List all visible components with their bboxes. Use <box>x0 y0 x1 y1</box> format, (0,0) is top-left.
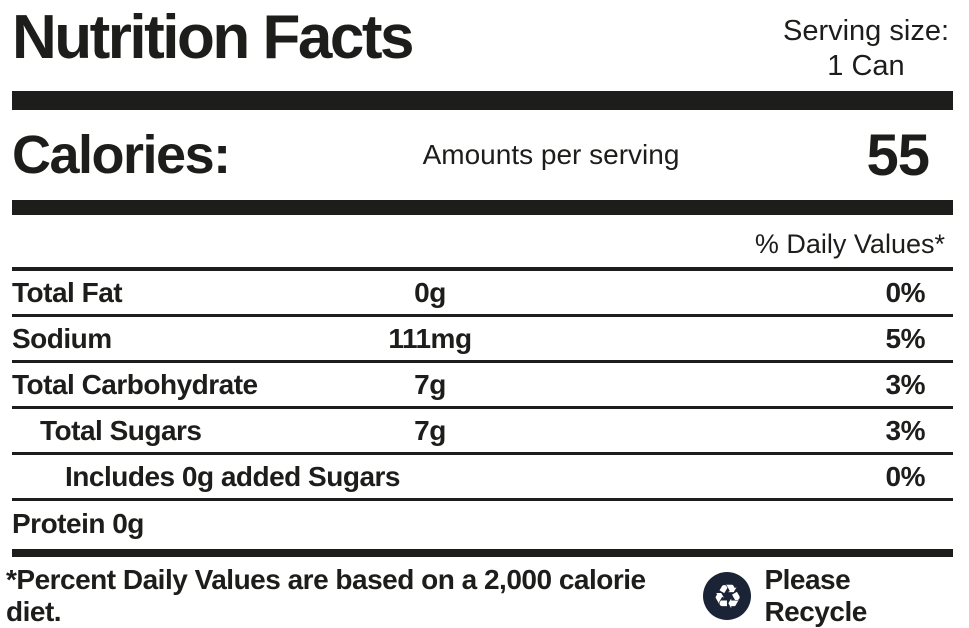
footnote-row: *Percent Daily Values are based on a 2,0… <box>6 557 953 628</box>
nutrient-daily-value: 3% <box>885 414 926 446</box>
table-row: Total Sugars 7g 3% <box>12 409 953 455</box>
nutrient-daily-value: 3% <box>885 368 926 400</box>
nutrient-daily-value: 0% <box>885 460 926 492</box>
nutrient-amount: 7g <box>414 414 446 446</box>
nutrient-name: Protein 0g <box>12 508 144 539</box>
calories-value: 55 <box>866 122 930 188</box>
daily-values-header: % Daily Values* <box>12 215 953 271</box>
label-header: Nutrition Facts Serving size: 1 Can <box>12 0 953 89</box>
nutrient-name: Total Sugars <box>40 414 202 446</box>
table-row: Protein 0g <box>12 501 953 547</box>
daily-values-footnote: *Percent Daily Values are based on a 2,0… <box>6 564 646 627</box>
nutrient-name: Total Fat <box>12 276 123 308</box>
divider-thick-top <box>12 91 953 110</box>
table-row: Total Fat 0g 0% <box>12 271 953 317</box>
nutrient-amount: 111mg <box>388 322 472 354</box>
divider-thick-mid <box>12 200 953 215</box>
nutrient-amount: 0g <box>414 276 446 308</box>
nutrient-daily-value: 0% <box>885 276 926 308</box>
nutrient-name: Sodium <box>12 322 112 354</box>
nutrient-daily-value: 5% <box>885 322 926 354</box>
nutrient-rows: Total Fat 0g 0% Sodium 111mg 5% Total Ca… <box>12 271 953 547</box>
table-row: Total Carbohydrate 7g 3% <box>12 363 953 409</box>
table-row: Includes 0g added Sugars 0% <box>12 455 953 501</box>
nutrient-name: Total Carbohydrate <box>12 368 258 400</box>
page-title: Nutrition Facts <box>12 3 414 72</box>
amounts-per-serving-label: Amounts per serving <box>422 139 680 170</box>
divider-thick-bottom <box>12 549 953 557</box>
recycle-icon: ♻ <box>703 572 752 620</box>
please-recycle-label: Please Recycle <box>764 564 867 627</box>
serving-size-label: Serving size: <box>782 15 949 47</box>
calories-row: Calories: Amounts per serving 55 <box>12 110 953 200</box>
serving-size-block: Serving size: 1 Can <box>783 5 953 85</box>
nutrient-name: Includes 0g added Sugars <box>65 460 400 492</box>
serving-size-value: 1 Can <box>827 50 905 83</box>
nutrient-amount: 7g <box>414 368 446 400</box>
calories-label: Calories: <box>12 125 231 185</box>
table-row: Sodium 111mg 5% <box>12 317 953 363</box>
